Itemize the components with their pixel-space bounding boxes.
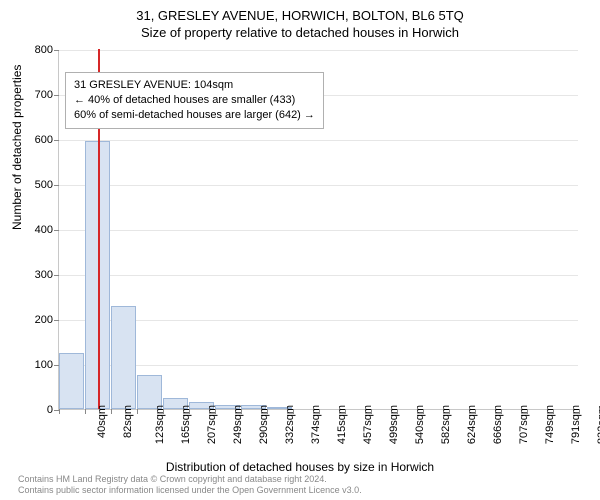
- y-tick-label: 500: [19, 179, 53, 191]
- histogram-bar: [111, 306, 136, 410]
- x-tick: [553, 409, 554, 414]
- x-tick: [111, 409, 112, 414]
- x-tick-label: 457sqm: [362, 405, 374, 444]
- gridline: [59, 50, 578, 51]
- annotation-line: 31 GRESLEY AVENUE: 104sqm: [74, 78, 315, 93]
- title-sub: Size of property relative to detached ho…: [0, 25, 600, 40]
- x-tick-label: 249sqm: [232, 405, 244, 444]
- y-tick-label: 700: [19, 89, 53, 101]
- y-tick: [54, 230, 59, 231]
- x-tick: [345, 409, 346, 414]
- x-tick: [267, 409, 268, 414]
- x-tick: [189, 409, 190, 414]
- gridline: [59, 230, 578, 231]
- x-tick: [163, 409, 164, 414]
- x-tick: [241, 409, 242, 414]
- y-tick: [54, 185, 59, 186]
- x-tick-label: 499sqm: [388, 405, 400, 444]
- gridline: [59, 275, 578, 276]
- x-tick: [397, 409, 398, 414]
- annotation-line: ← 40% of detached houses are smaller (43…: [74, 93, 315, 108]
- gridline: [59, 140, 578, 141]
- x-tick-label: 832sqm: [596, 405, 600, 444]
- y-tick: [54, 95, 59, 96]
- credits: Contains HM Land Registry data © Crown c…: [18, 474, 362, 497]
- histogram-bar: [137, 375, 162, 409]
- y-tick-label: 300: [19, 269, 53, 281]
- x-tick-label: 749sqm: [544, 405, 556, 444]
- x-tick-label: 82sqm: [122, 405, 134, 438]
- gridline: [59, 185, 578, 186]
- chart: 31 GRESLEY AVENUE: 104sqm ← 40% of detac…: [58, 50, 578, 410]
- x-tick: [423, 409, 424, 414]
- title-main: 31, GRESLEY AVENUE, HORWICH, BOLTON, BL6…: [0, 8, 600, 23]
- x-tick-label: 332sqm: [284, 405, 296, 444]
- annotation-box: 31 GRESLEY AVENUE: 104sqm ← 40% of detac…: [65, 72, 324, 129]
- y-tick: [54, 50, 59, 51]
- x-tick: [527, 409, 528, 414]
- x-tick: [293, 409, 294, 414]
- x-tick: [85, 409, 86, 414]
- annotation-line: 60% of semi-detached houses are larger (…: [74, 108, 315, 123]
- gridline: [59, 320, 578, 321]
- x-axis-title: Distribution of detached houses by size …: [0, 460, 600, 474]
- gridline: [59, 365, 578, 366]
- x-tick-label: 207sqm: [206, 405, 218, 444]
- y-tick-label: 200: [19, 314, 53, 326]
- x-tick: [449, 409, 450, 414]
- x-tick: [371, 409, 372, 414]
- title-block: 31, GRESLEY AVENUE, HORWICH, BOLTON, BL6…: [0, 0, 600, 40]
- x-tick-label: 666sqm: [492, 405, 504, 444]
- plot-area: 31 GRESLEY AVENUE: 104sqm ← 40% of detac…: [58, 50, 578, 410]
- y-tick-label: 100: [19, 359, 53, 371]
- credits-line: Contains HM Land Registry data © Crown c…: [18, 474, 362, 485]
- x-tick: [475, 409, 476, 414]
- x-tick: [137, 409, 138, 414]
- x-tick: [501, 409, 502, 414]
- x-tick: [59, 409, 60, 414]
- y-tick: [54, 275, 59, 276]
- y-tick-label: 600: [19, 134, 53, 146]
- credits-line: Contains public sector information licen…: [18, 485, 362, 496]
- x-tick: [579, 409, 580, 414]
- y-tick-label: 0: [19, 404, 53, 416]
- histogram-bar: [59, 353, 84, 409]
- y-tick: [54, 140, 59, 141]
- x-tick: [319, 409, 320, 414]
- y-tick-label: 400: [19, 224, 53, 236]
- y-tick: [54, 320, 59, 321]
- x-tick-label: 40sqm: [96, 405, 108, 438]
- x-tick: [215, 409, 216, 414]
- x-tick-label: 791sqm: [570, 405, 582, 444]
- x-tick-label: 374sqm: [310, 405, 322, 444]
- y-tick-label: 800: [19, 44, 53, 56]
- x-tick-label: 624sqm: [466, 405, 478, 444]
